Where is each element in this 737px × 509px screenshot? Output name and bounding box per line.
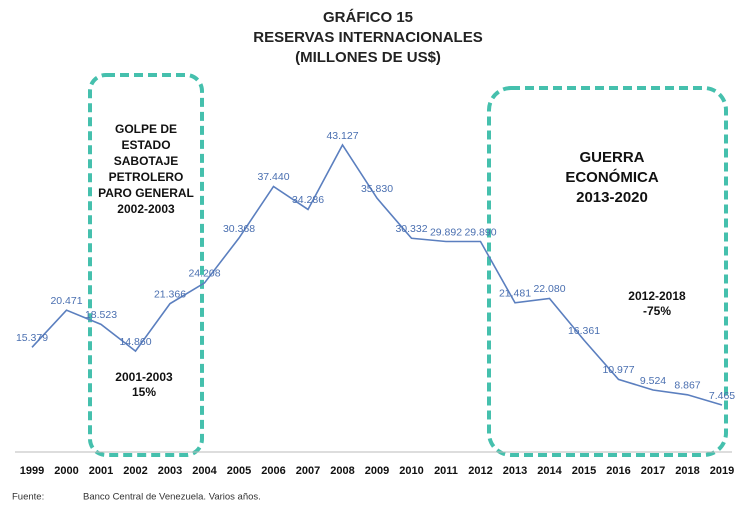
period-box [88, 73, 204, 457]
data-label: 21.366 [154, 288, 186, 300]
annotation: ECONÓMICA [565, 168, 659, 186]
chart-title: RESERVAS INTERNACIONALES [253, 29, 482, 46]
data-label: 30.332 [395, 223, 427, 235]
x-tick-label: 1999 [20, 465, 44, 477]
data-label: 24.208 [188, 268, 220, 280]
x-tick-label: 2011 [434, 465, 458, 477]
x-tick-label: 2017 [641, 465, 665, 477]
x-tick-label: 2003 [158, 465, 182, 477]
x-tick-label: 2015 [572, 465, 596, 477]
x-tick-label: 2009 [365, 465, 389, 477]
data-label: 34.286 [292, 194, 324, 206]
annotation: PETROLERO [109, 170, 184, 184]
data-label: 21.481 [499, 288, 531, 300]
x-tick-label: 2007 [296, 465, 320, 477]
source-text: Banco Central de Venezuela. Varios años. [83, 492, 261, 503]
annotation: 2001-2003 [115, 370, 173, 384]
x-tick-label: 2000 [54, 465, 78, 477]
annotation: SABOTAJE [114, 154, 178, 168]
data-label: 29.892 [430, 226, 462, 238]
x-tick-label: 2005 [227, 465, 251, 477]
data-label: 20.471 [50, 295, 82, 307]
data-label: 30.368 [223, 223, 255, 235]
x-tick-label: 2008 [330, 465, 354, 477]
annotation: -75% [643, 304, 671, 318]
data-label: 35.830 [361, 183, 393, 195]
chart-title: GRÁFICO 15 [323, 9, 413, 26]
annotation: ESTADO [121, 138, 170, 152]
data-label: 22.080 [533, 283, 565, 295]
data-label: 9.524 [640, 375, 666, 387]
x-tick-label: 2010 [399, 465, 423, 477]
data-label: 43.127 [326, 130, 358, 142]
x-tick-label: 2002 [123, 465, 147, 477]
data-label: 37.440 [257, 171, 289, 183]
source-label: Fuente: [12, 492, 44, 503]
annotation: 2013-2020 [576, 189, 648, 206]
data-label: 15.379 [16, 332, 48, 344]
data-label: 10.977 [602, 364, 634, 376]
annotation: 2002-2003 [117, 202, 175, 216]
annotation: 15% [132, 385, 156, 399]
data-label: 8.867 [674, 380, 700, 392]
x-tick-label: 2018 [675, 465, 699, 477]
x-tick-label: 2004 [192, 465, 217, 477]
annotation: 2012-2018 [628, 289, 686, 303]
annotation: GOLPE DE [115, 122, 177, 136]
x-tick-label: 2001 [89, 465, 113, 477]
data-label: 14.860 [119, 336, 151, 348]
x-tick-label: 2019 [710, 465, 734, 477]
data-label: 18.523 [85, 309, 117, 321]
x-tick-label: 2013 [503, 465, 527, 477]
line [31, 143, 723, 406]
annotation: GUERRA [579, 149, 644, 166]
x-tick-label: 2012 [468, 465, 492, 477]
data-label: 29.890 [464, 226, 496, 238]
x-tick-label: 2016 [606, 465, 630, 477]
period-box [487, 86, 728, 457]
x-tick-label: 2014 [537, 465, 562, 477]
data-label: 16.361 [568, 325, 600, 337]
annotation: PARO GENERAL [98, 186, 194, 200]
chart-title: (MILLONES DE US$) [295, 49, 441, 66]
data-label: 7.465 [709, 390, 735, 402]
x-tick-label: 2006 [261, 465, 285, 477]
